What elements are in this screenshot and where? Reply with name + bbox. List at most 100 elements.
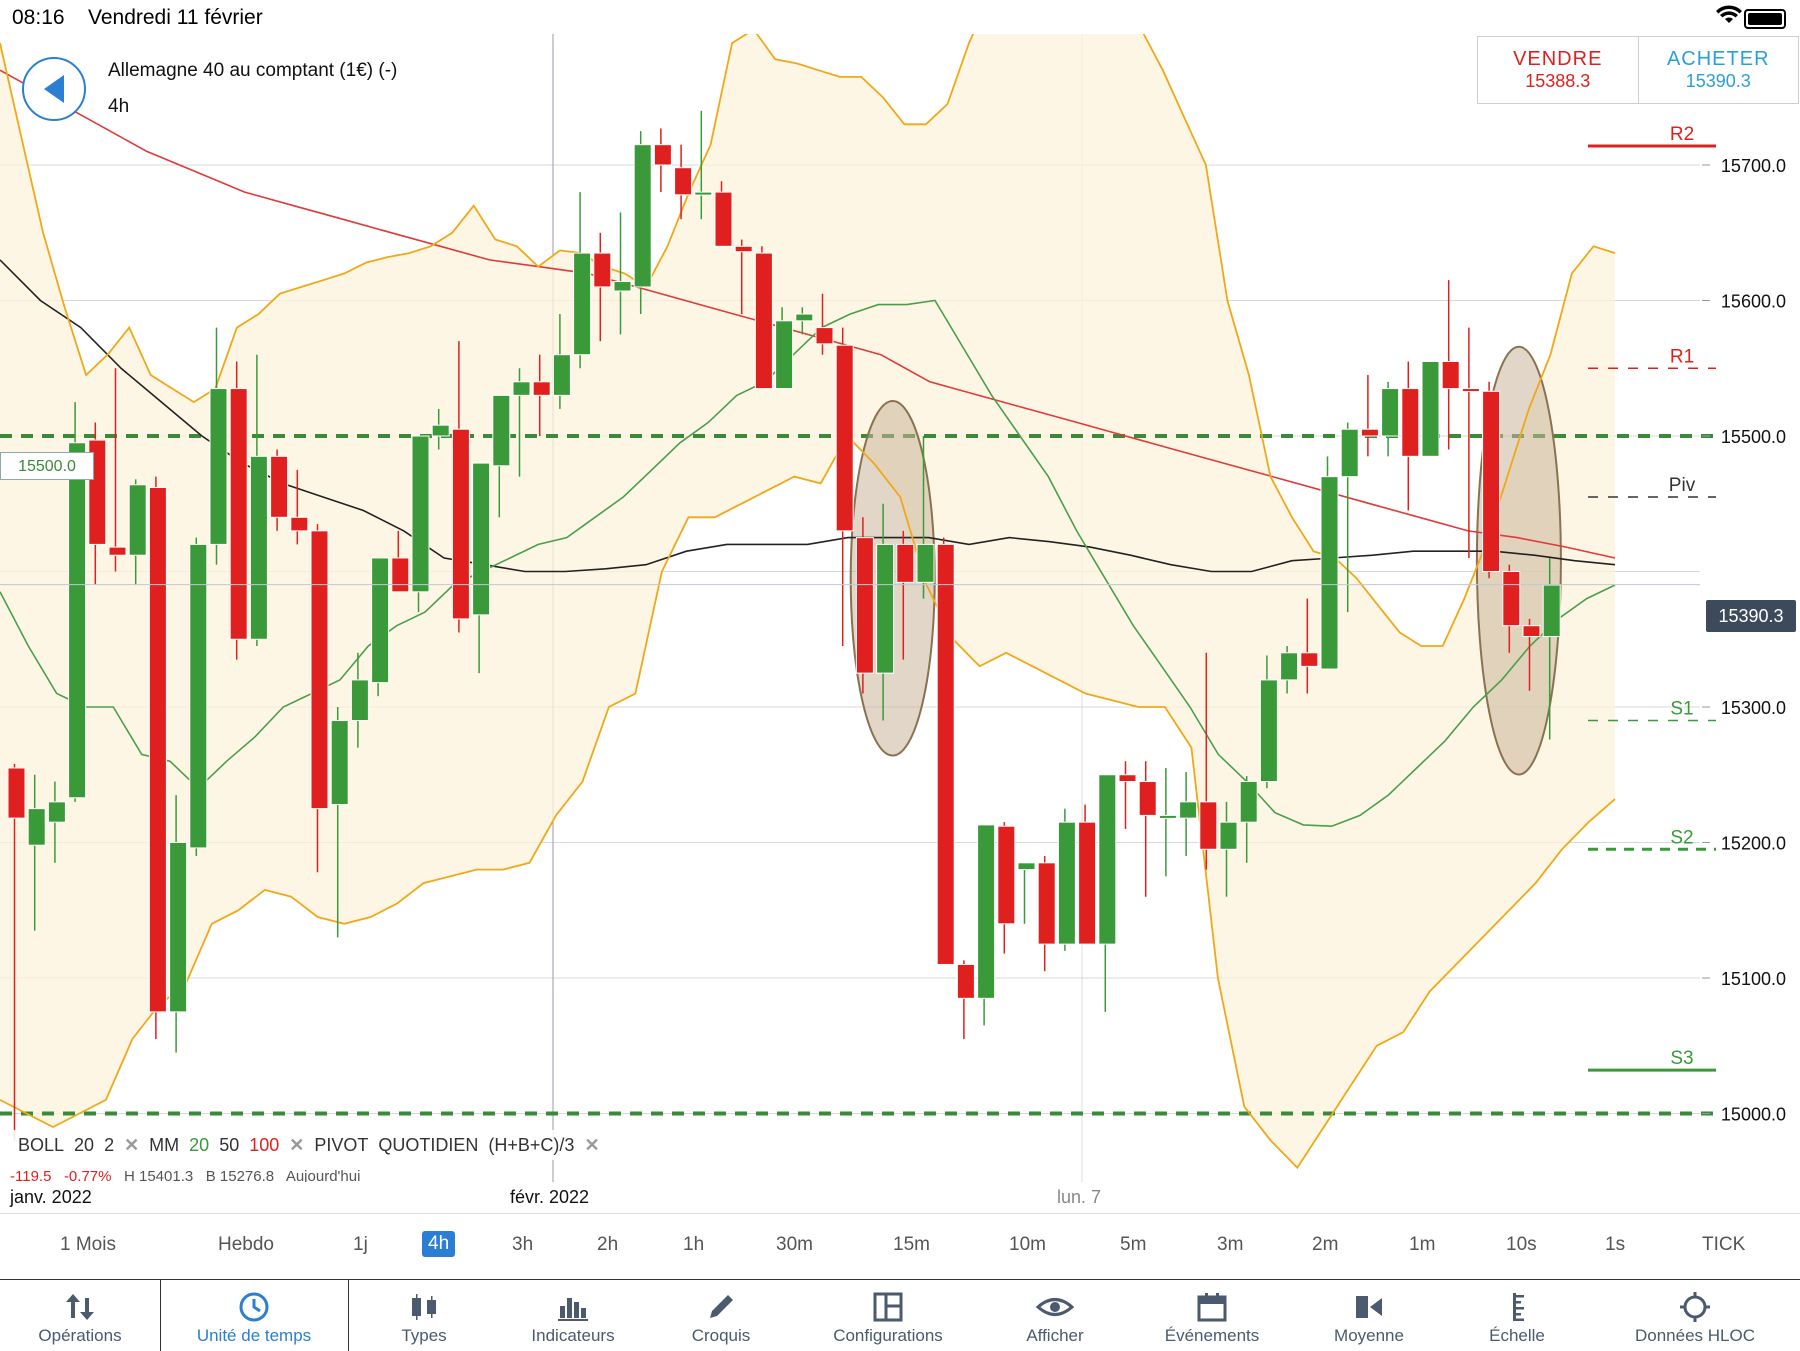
toolbar-scale-label: Échelle — [1489, 1326, 1545, 1345]
timeframe-1m[interactable]: 1m — [1409, 1234, 1436, 1255]
toolbar-indicators-label: Indicateurs — [531, 1326, 615, 1345]
timeframe-1j[interactable]: 1j — [353, 1234, 368, 1255]
price-axis-label: 15700.0 — [1721, 156, 1786, 176]
remove-boll-icon[interactable]: ✕ — [124, 1134, 140, 1155]
buy-label: ACHETER — [1666, 48, 1770, 70]
back-button[interactable] — [22, 57, 86, 121]
candles-icon — [412, 1294, 436, 1320]
toolbar-average[interactable]: Moyenne — [1294, 1280, 1444, 1351]
back-arrow-icon — [44, 75, 64, 103]
timeframe-bar: 1 Mois Hebdo 1j 4h 3h 2h 1h 30m 15m 10m … — [0, 1213, 1800, 1280]
candle-body — [27, 808, 46, 846]
info-change: -119.5 — [10, 1168, 52, 1182]
candle-body — [431, 424, 450, 437]
timeframe-3m[interactable]: 3m — [1217, 1234, 1244, 1255]
candle-body — [1502, 571, 1521, 627]
toolbar-types[interactable]: Types — [348, 1280, 500, 1351]
toolbar-events[interactable]: Événements — [1130, 1280, 1294, 1351]
date-label-feb: févr. 2022 — [510, 1187, 590, 1207]
toolbar-timeframe-label: Unité de temps — [196, 1326, 312, 1345]
candle-body — [1482, 390, 1501, 572]
candle-body — [674, 167, 693, 196]
toolbar-timeframe[interactable]: Unité de temps — [160, 1280, 348, 1351]
boll-label[interactable]: BOLL — [18, 1134, 65, 1155]
toolbar-configurations[interactable]: Configurations — [796, 1280, 980, 1351]
toolbar-hloc[interactable]: Données HLOC — [1590, 1280, 1800, 1351]
candle-body — [1461, 388, 1480, 393]
timeframe-1s[interactable]: 1s — [1605, 1234, 1626, 1255]
timeframe-10m[interactable]: 10m — [1009, 1234, 1046, 1255]
buy-button[interactable]: ACHETER 15390.3 — [1637, 37, 1799, 103]
timeframe-30m[interactable]: 30m — [776, 1234, 813, 1255]
candle-body — [1542, 584, 1561, 638]
candle-body — [1057, 821, 1076, 945]
mm-label[interactable]: MM — [149, 1134, 180, 1155]
candle-body — [1219, 821, 1238, 850]
toolbar-operations[interactable]: Opérations — [0, 1280, 160, 1351]
candle-body — [1138, 781, 1157, 816]
mm-param-3: 100 — [249, 1134, 280, 1155]
candlestick-chart[interactable]: R2 R1 Piv S1 S2 S3 15700.0 15600.0 15500.0 15300.… — [0, 34, 1800, 1182]
candle-body — [1522, 625, 1541, 638]
toolbar-scale[interactable]: Échelle — [1444, 1280, 1590, 1351]
clock-icon — [239, 1292, 269, 1322]
ma50-line — [0, 259, 1616, 573]
candle-body — [633, 144, 652, 288]
candle-body — [7, 767, 26, 819]
candle-body — [310, 530, 329, 810]
candle-body — [47, 801, 66, 823]
status-time: 08:16 — [12, 6, 65, 29]
price-axis-label: 15200.0 — [1721, 834, 1786, 854]
info-change-pct: -0.77% — [63, 1168, 112, 1182]
timeframe-tick[interactable]: TICK — [1702, 1234, 1746, 1255]
sell-label: VENDRE — [1513, 48, 1603, 70]
pivot-label-piv: Piv — [1669, 475, 1696, 496]
timeframe-15m[interactable]: 15m — [893, 1234, 930, 1255]
price-axis-label: 15500.0 — [1721, 427, 1786, 447]
timeframe-1h[interactable]: 1h — [683, 1234, 705, 1255]
pivot-label-r2: R2 — [1670, 124, 1694, 145]
candle-body — [391, 557, 410, 593]
candle-body — [229, 388, 248, 640]
timeframe-1-mois[interactable]: 1 Mois — [60, 1234, 116, 1255]
candle-body — [835, 344, 854, 532]
remove-pivot-icon[interactable]: ✕ — [584, 1134, 600, 1155]
candle-body — [1280, 652, 1299, 681]
sell-price: 15388.3 — [1525, 71, 1591, 91]
toolbar-events-label: Événements — [1164, 1326, 1260, 1345]
level-tag[interactable]: 15500.0 — [0, 452, 94, 480]
candle-body — [1441, 360, 1460, 390]
timeframe-hebdo[interactable]: Hebdo — [218, 1234, 274, 1255]
instrument-timeframe: 4h — [108, 96, 130, 117]
candle-body — [1078, 821, 1097, 945]
candle-body — [1098, 774, 1117, 945]
price-axis-label: 15000.0 — [1721, 1105, 1786, 1125]
toolbar-indicators[interactable]: Indicateurs — [500, 1280, 646, 1351]
candle-body — [714, 191, 733, 247]
sell-button[interactable]: VENDRE 15388.3 — [1478, 37, 1638, 103]
timeframe-2m[interactable]: 2m — [1312, 1234, 1339, 1255]
timeframe-5m[interactable]: 5m — [1120, 1234, 1147, 1255]
candle-body — [734, 245, 753, 253]
pivot-label[interactable]: PIVOT — [314, 1134, 369, 1155]
ma100-line — [0, 69, 1616, 559]
date-label-jan: janv. 2022 — [10, 1187, 92, 1207]
timeframe-4h[interactable]: 4h — [422, 1231, 456, 1257]
toolbar-display[interactable]: Afficher — [980, 1280, 1130, 1351]
info-today: Aujourd'hui — [285, 1168, 361, 1182]
candle-body — [956, 963, 975, 999]
candle-body — [68, 442, 87, 799]
timeframe-3h[interactable]: 3h — [512, 1234, 534, 1255]
candle-body — [1401, 388, 1420, 457]
candle-body — [492, 394, 511, 467]
timeframe-2h[interactable]: 2h — [597, 1234, 619, 1255]
timeframe-10s[interactable]: 10s — [1506, 1234, 1537, 1255]
toolbar-sketch[interactable]: Croquis — [646, 1280, 796, 1351]
candle-body — [472, 462, 491, 616]
remove-mm-icon[interactable]: ✕ — [289, 1134, 305, 1155]
toolbar-types-label: Types — [401, 1326, 447, 1345]
battery-icon — [1744, 9, 1786, 29]
candle-body — [249, 455, 268, 640]
date-axis: janv. 2022 févr. 2022 lun. 7 — [0, 1183, 1800, 1211]
toolbar-operations-label: Opérations — [38, 1326, 122, 1345]
